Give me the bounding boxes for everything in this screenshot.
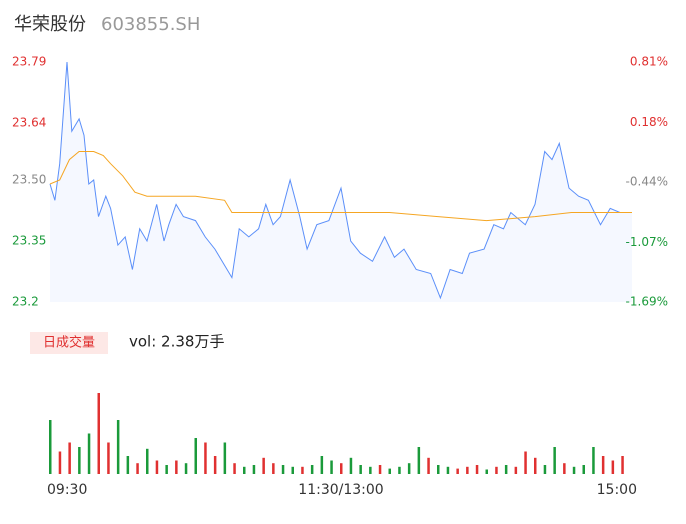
volume-bar [417, 447, 421, 474]
volume-bar [281, 465, 285, 474]
volume-bar [146, 448, 149, 474]
y2-tick-label: 0.81% [630, 55, 668, 69]
volume-bar [388, 468, 391, 474]
price-line [49, 61, 632, 300]
volume-bar [572, 466, 576, 474]
volume-bar [359, 465, 362, 474]
x-tick-label: 11:30/13:00 [298, 482, 383, 498]
y-tick-label: 23.50 [12, 172, 46, 186]
volume-bar [378, 465, 382, 474]
volume-bar [107, 442, 110, 474]
volume-bar [349, 457, 353, 474]
stock-code: 603855.SH [101, 14, 200, 35]
volume-bar [155, 460, 159, 474]
volume-bar [514, 466, 518, 474]
y-tick-label: 23.64 [12, 116, 46, 130]
volume-bar [369, 466, 372, 474]
volume-bar [165, 465, 168, 474]
volume-bar [504, 465, 508, 474]
volume-bar [175, 460, 178, 474]
y-tick-label: 23.35 [12, 233, 46, 247]
volume-bar [320, 456, 324, 474]
volume-bar [262, 457, 265, 474]
volume-title: 日成交量 [43, 335, 95, 351]
volume-bar [233, 463, 236, 474]
volume-bar [543, 465, 547, 474]
volume-bar [204, 442, 207, 474]
stock-name: 华荣股份 [14, 14, 86, 35]
volume-bar [534, 457, 537, 474]
volume-bar [592, 447, 595, 474]
volume-bar [87, 433, 91, 474]
y-tick-label: 23.2 [12, 295, 39, 309]
volume-bar [456, 468, 459, 474]
volume-bar [136, 463, 139, 474]
volume-bar [291, 466, 294, 474]
x-tick-label: 15:00 [597, 482, 637, 498]
volume-bar [340, 463, 343, 474]
y2-tick-label: -0.44% [626, 175, 668, 189]
volume-bar [272, 463, 275, 474]
volume-bar [184, 463, 188, 474]
volume-badge [30, 332, 108, 354]
volume-bar [243, 466, 246, 474]
volume-bar [611, 460, 615, 474]
volume-bar [485, 469, 488, 474]
volume-bar [68, 442, 71, 474]
volume-bar [310, 465, 314, 474]
volume-bar [495, 466, 498, 474]
volume-summary: vol: 2.38万手 [129, 333, 224, 351]
x-tick-label: 09:30 [47, 482, 87, 498]
volume-bar [97, 393, 100, 474]
volume-bar [126, 456, 130, 474]
y2-tick-label: -1.07% [626, 235, 668, 249]
volume-bar [466, 466, 469, 474]
volume-bar [621, 456, 624, 474]
volume-bar [563, 463, 566, 474]
volume-bar [116, 420, 120, 474]
volume-bar [301, 466, 304, 474]
volume-bar [252, 465, 256, 474]
volume-bar [194, 438, 197, 474]
volume-bar [398, 466, 401, 474]
volume-bar [407, 463, 411, 474]
y-tick-label: 23.79 [12, 55, 46, 69]
y2-tick-label: 0.18% [630, 115, 668, 129]
y2-tick-label: -1.69% [626, 295, 668, 309]
volume-bar [78, 447, 81, 474]
price-area [50, 62, 632, 302]
volume-bar [553, 447, 556, 474]
volume-bar [330, 460, 333, 474]
average-line [49, 151, 632, 222]
volume-bar [213, 456, 217, 474]
volume-bar [524, 451, 527, 474]
volume-bar [223, 442, 227, 474]
volume-bar [437, 465, 440, 474]
volume-bar [475, 465, 479, 474]
volume-bar [427, 457, 430, 474]
volume-bar [582, 465, 585, 474]
volume-bar [58, 451, 62, 474]
volume-bar [49, 420, 52, 474]
volume-bar [601, 456, 605, 474]
volume-bar [446, 466, 450, 474]
